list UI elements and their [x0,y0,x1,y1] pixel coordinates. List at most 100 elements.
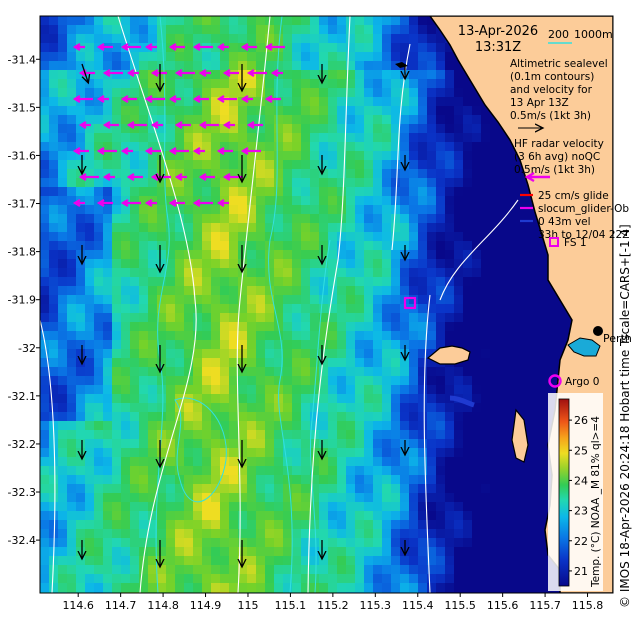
sst-cell [58,232,68,242]
sst-cell [247,358,257,368]
sst-cell [211,466,221,476]
sst-cell [238,214,248,224]
sst-cell [67,169,77,179]
sst-cell [391,250,401,260]
sst-cell [553,313,563,323]
sst-cell [391,340,401,350]
glider-legend-line: 25 cm/s glide [538,190,609,202]
sst-cell [427,439,437,449]
sst-cell [535,304,545,314]
sst-cell [193,115,203,125]
sst-cell [274,565,284,575]
sst-cell [535,457,545,467]
sst-cell [202,547,212,557]
sst-cell [508,313,518,323]
sst-cell [418,448,428,458]
sst-cell [292,214,302,224]
sst-cell [373,421,383,431]
sst-cell [463,403,473,413]
sst-cell [499,457,509,467]
sst-cell [526,205,536,215]
sst-cell [382,43,392,53]
sst-cell [40,556,50,566]
sst-cell [418,52,428,62]
sst-cell [256,484,266,494]
sst-cell [229,223,239,233]
sst-cell [130,106,140,116]
sst-cell [400,313,410,323]
sst-cell [220,61,230,71]
sst-cell [553,304,563,314]
hf-radar-arrow [72,43,85,51]
sst-cell [364,367,374,377]
sst-cell [445,259,455,269]
sst-cell [256,538,266,548]
sst-cell [40,79,50,89]
sst-cell [112,322,122,332]
sst-cell [49,115,59,125]
sst-cell [319,151,329,161]
sst-cell [175,259,185,269]
sst-cell [49,250,59,260]
sst-cell [256,430,266,440]
sst-cell [436,394,446,404]
sst-cell [418,70,428,80]
sst-cell [193,313,203,323]
sst-cell [166,187,176,197]
sst-cell [40,295,50,305]
sst-cell [319,412,329,422]
sst-cell [49,457,59,467]
sst-cell [184,565,194,575]
sst-cell [454,412,464,422]
sst-cell [301,331,311,341]
sst-cell [85,124,95,134]
sst-cell [175,331,185,341]
sst-cell [58,394,68,404]
sst-cell [130,376,140,386]
sst-cell [112,196,122,206]
sst-cell [337,511,347,521]
sst-cell [463,115,473,125]
sst-cell [121,151,131,161]
argo-label: Argo 0 [565,376,599,388]
sst-cell [328,88,338,98]
sst-cell [67,547,77,557]
sst-cell [94,574,104,584]
sst-cell [130,583,140,593]
sst-cell [220,70,230,80]
sst-cell [265,142,275,152]
sst-cell [85,331,95,341]
sst-cell [202,430,212,440]
sst-cell [355,313,365,323]
sst-cell [148,574,158,584]
hf-radar-arrow [198,69,211,77]
sst-cell [130,358,140,368]
sst-cell [328,151,338,161]
sst-cell [202,313,212,323]
sst-cell [112,538,122,548]
sst-cell [103,421,113,431]
sst-cell [103,61,113,71]
sst-cell [301,565,311,575]
sst-cell [184,502,194,512]
sst-cell [175,565,185,575]
sst-cell [328,529,338,539]
sst-cell [526,250,536,260]
sst-cell [409,394,419,404]
sst-cell [355,25,365,35]
sst-cell [310,457,320,467]
sst-cell [454,547,464,557]
sst-cell [229,412,239,422]
sst-cell [499,277,509,287]
sst-cell [490,394,500,404]
sst-cell [166,547,176,557]
sst-cell [121,511,131,521]
sst-cell [319,241,329,251]
sst-cell [256,547,266,557]
sst-cell [328,304,338,314]
sst-cell [337,52,347,62]
sst-cell [427,583,437,593]
sst-cell [355,16,365,26]
sst-cell [103,475,113,485]
sst-cell [130,439,140,449]
